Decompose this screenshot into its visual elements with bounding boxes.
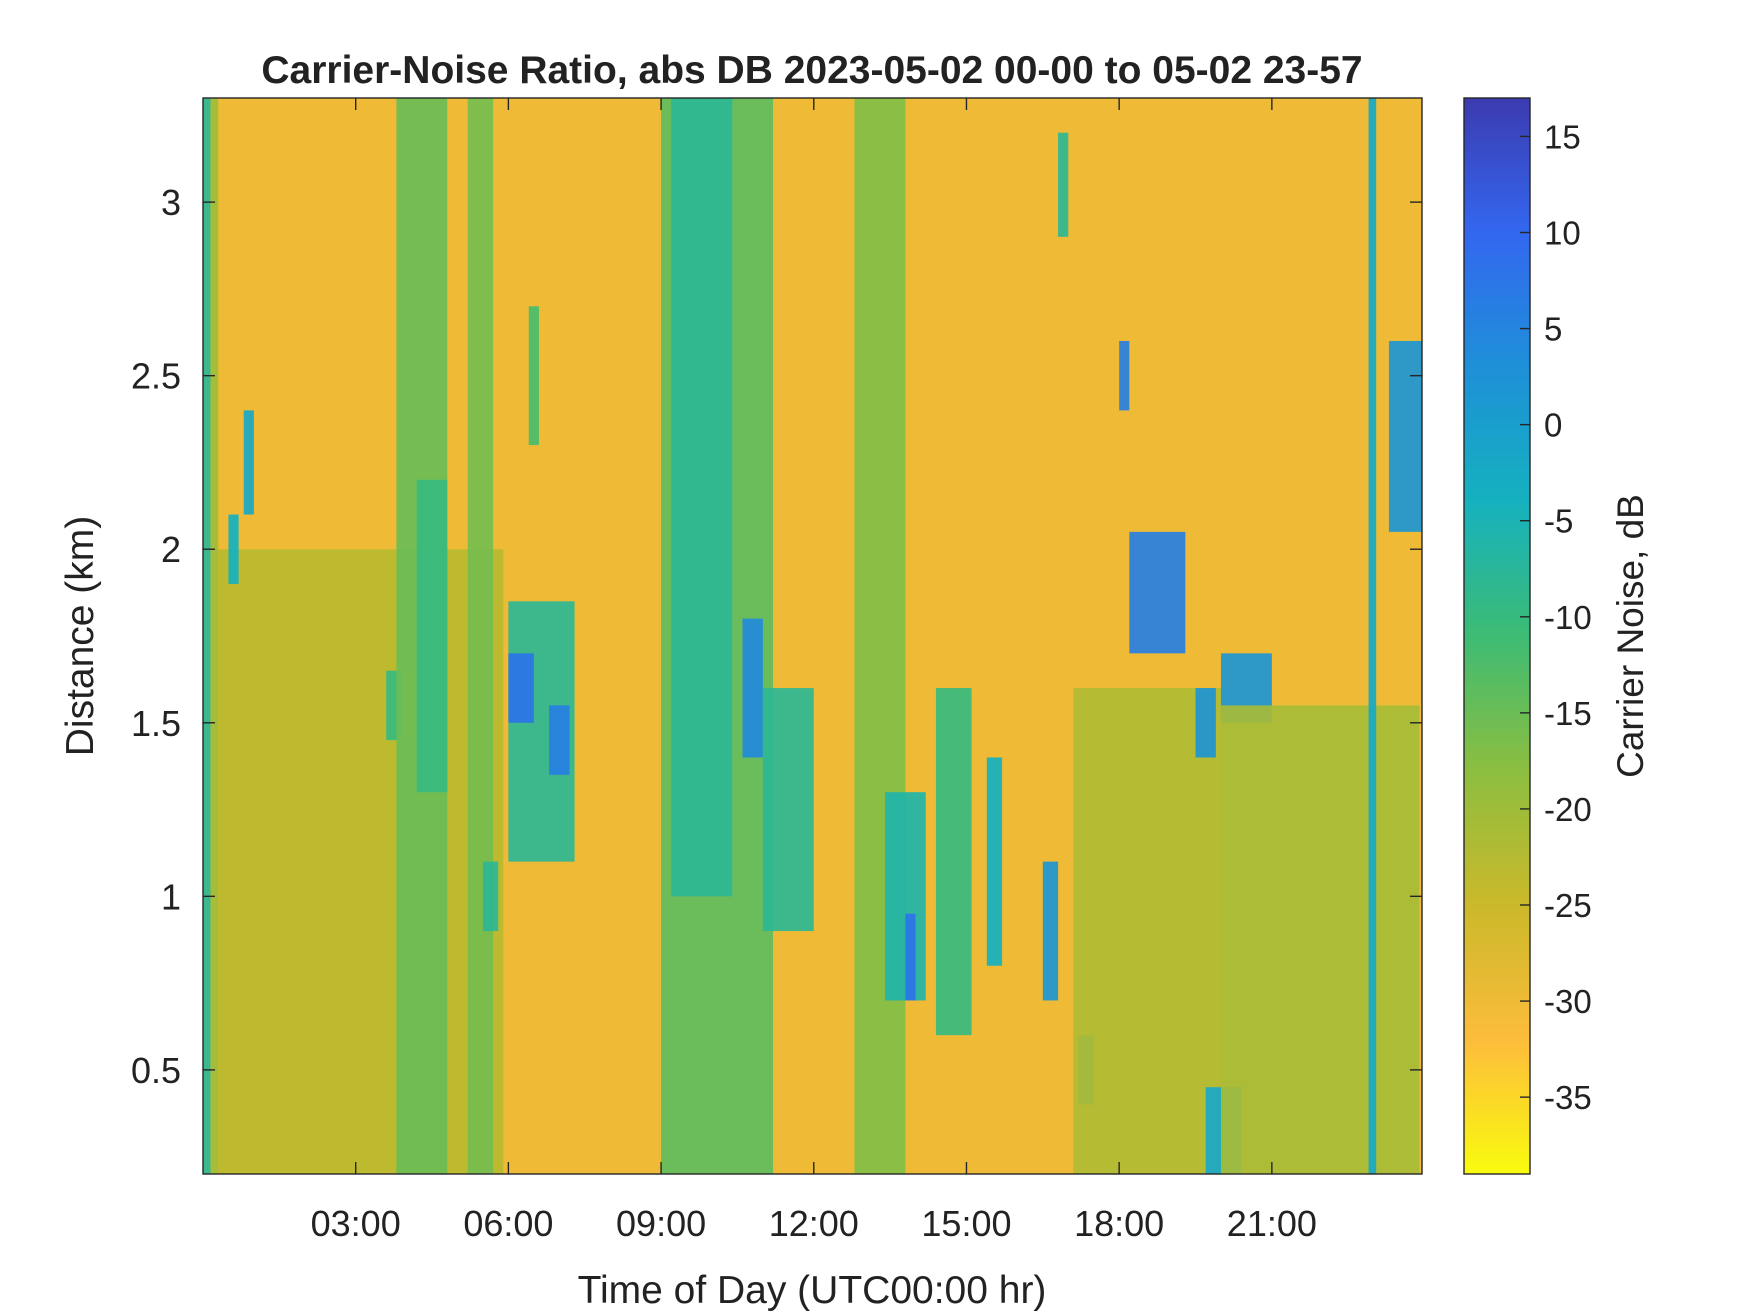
x-tick-label: 15:00 bbox=[921, 1203, 1011, 1244]
colorbar-tick-label: -10 bbox=[1544, 599, 1592, 636]
heatmap-cell bbox=[508, 653, 534, 723]
y-tick-label: 1 bbox=[161, 876, 181, 917]
heatmap-cell bbox=[1073, 688, 1221, 1174]
x-tick-label: 06:00 bbox=[463, 1203, 553, 1244]
heatmap-cell bbox=[1042, 861, 1059, 1001]
heatmap-cell bbox=[905, 913, 916, 1001]
colorbar-label: Carrier Noise, dB bbox=[1610, 494, 1651, 778]
colorbar-tick-label: -35 bbox=[1544, 1079, 1592, 1116]
colorbar-tick-label: 10 bbox=[1544, 215, 1581, 252]
plot-area bbox=[202, 97, 1423, 1175]
colorbar-tick-label: -5 bbox=[1544, 503, 1573, 540]
heatmap-cell bbox=[467, 98, 494, 1174]
colorbar-tick-label: -25 bbox=[1544, 887, 1592, 924]
y-axis-label: Distance (km) bbox=[59, 516, 102, 757]
x-tick-label: 12:00 bbox=[769, 1203, 859, 1244]
y-tick-label: 2 bbox=[161, 529, 181, 570]
colorbar-tick-label: -30 bbox=[1544, 983, 1592, 1020]
y-tick-label: 1.5 bbox=[131, 703, 181, 744]
heatmap-cell bbox=[854, 98, 906, 1174]
heatmap-cell bbox=[1058, 132, 1069, 237]
heatmap-cell bbox=[549, 705, 570, 775]
x-tick-label: 21:00 bbox=[1227, 1203, 1317, 1244]
heatmap-cell bbox=[762, 688, 814, 932]
x-axis: 03:00 06:00 09:00 12:00 15:00 18:00 21:00 bbox=[311, 98, 1317, 1244]
heatmap-features bbox=[203, 98, 1422, 1174]
colorbar: 15 10 5 0 -5 -10 -15 -20 -25 -30 -35 bbox=[1463, 97, 1592, 1175]
x-axis-label: Time of Day (UTC00:00 hr) bbox=[578, 1269, 1047, 1312]
y-axis: 0.5 1 1.5 2 2.5 3 bbox=[131, 182, 1422, 1091]
plot-frame bbox=[202, 97, 1423, 1175]
colorbar-tick-label: -15 bbox=[1544, 695, 1592, 732]
heatmap-cell bbox=[1129, 531, 1186, 654]
colorbar-tick-label: -20 bbox=[1544, 791, 1592, 828]
heatmap-cell bbox=[218, 549, 504, 1174]
colorbar-tick-label: 0 bbox=[1544, 407, 1562, 444]
heatmap-cell bbox=[935, 688, 972, 1036]
heatmap-cell bbox=[1119, 340, 1130, 411]
heatmap-cell bbox=[203, 98, 211, 1174]
heatmap-cell bbox=[986, 757, 1003, 966]
x-tick-label: 03:00 bbox=[311, 1203, 401, 1244]
heatmap-cell bbox=[1368, 98, 1377, 1174]
heatmap-cell bbox=[243, 410, 254, 515]
heatmap-cell bbox=[1220, 705, 1420, 1174]
colorbar-tick-label: 5 bbox=[1544, 311, 1562, 348]
heatmap-cell bbox=[210, 98, 219, 1174]
heatmap-cell bbox=[742, 618, 763, 758]
heatmap-cell bbox=[416, 479, 448, 793]
y-tick-label: 3 bbox=[161, 182, 181, 223]
x-tick-label: 09:00 bbox=[616, 1203, 706, 1244]
y-tick-label: 2.5 bbox=[131, 356, 181, 397]
colorbar-ticks: 15 10 5 0 -5 -10 -15 -20 -25 -30 -35 bbox=[1520, 118, 1592, 1116]
heatmap-cell bbox=[482, 861, 499, 932]
heatmap-cell bbox=[528, 306, 539, 446]
colorbar-gradient bbox=[1463, 97, 1531, 1175]
heatmap-cell bbox=[1388, 340, 1422, 532]
heatmap-cell bbox=[1195, 688, 1216, 758]
chart-title: Carrier-Noise Ratio, abs DB 2023-05-02 0… bbox=[261, 49, 1362, 92]
heatmap-cell bbox=[228, 514, 239, 584]
x-tick-label: 18:00 bbox=[1074, 1203, 1164, 1244]
y-tick-label: 0.5 bbox=[131, 1050, 181, 1091]
colorbar-tick-label: 15 bbox=[1544, 118, 1581, 155]
heatmap-cell bbox=[671, 98, 733, 897]
